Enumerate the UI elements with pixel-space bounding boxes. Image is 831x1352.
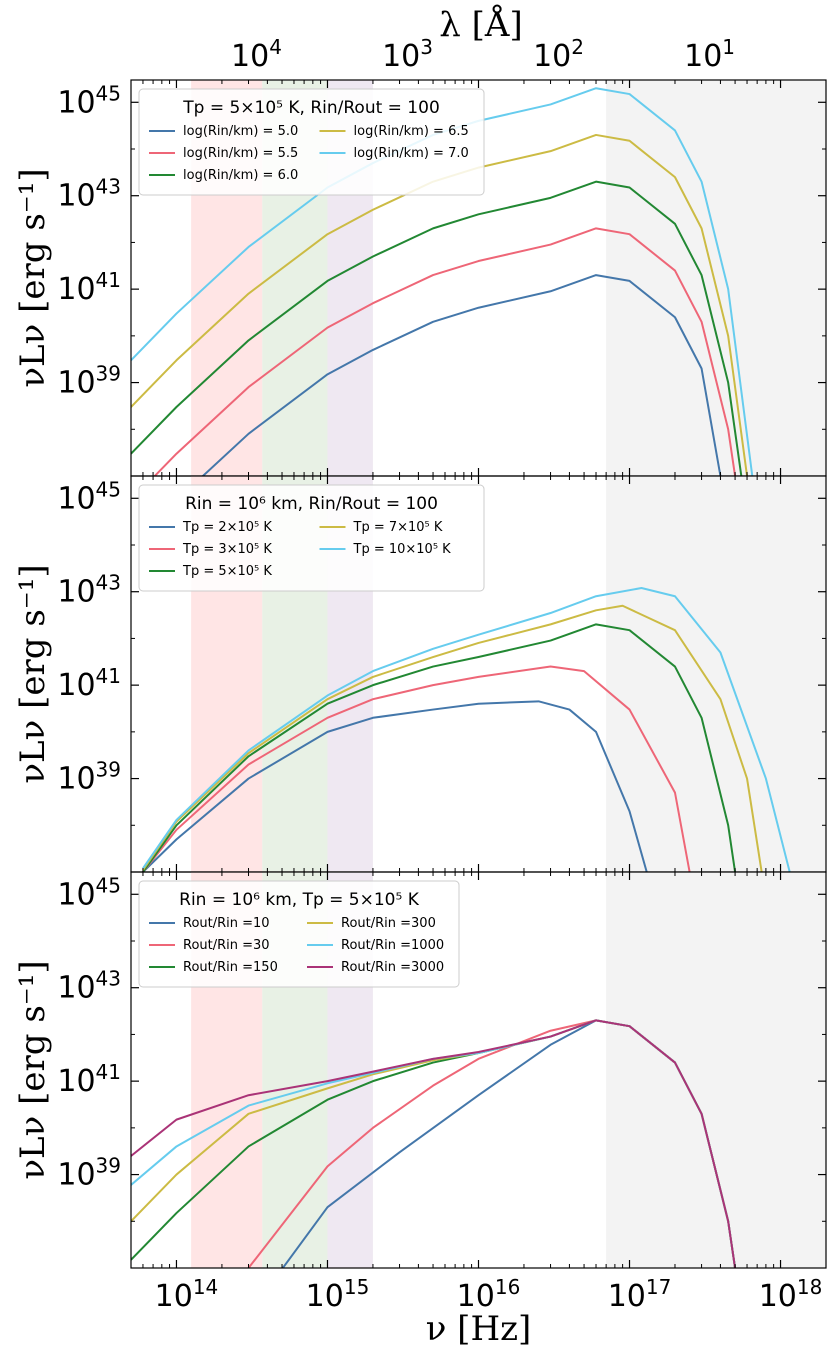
series-line-1 <box>201 274 722 476</box>
series-group <box>142 587 791 872</box>
legend: Rin = 10⁶ km, Tp = 5×10⁵ K Rout/Rin =10 Ro… <box>138 880 460 988</box>
band-X-ray <box>606 872 826 1268</box>
legend-title: Rin = 10⁶ km, Rin/Rout = 100 <box>185 494 438 514</box>
series-line-3 <box>142 623 737 872</box>
legend-entry: log(Rin/km) = 7.0 <box>354 146 469 161</box>
band-X-ray <box>606 476 826 872</box>
series-group <box>131 87 754 476</box>
series-line-1 <box>142 700 648 872</box>
y-axis-label: νLν [erg s⁻¹] <box>13 564 53 783</box>
legend-frame <box>138 88 485 196</box>
legend-frame <box>138 880 460 988</box>
band-X-ray <box>606 80 826 476</box>
legend-frame <box>138 484 485 592</box>
legend-entry: Rout/Rin =30 <box>183 938 270 953</box>
legend-entry: log(Rin/km) = 6.5 <box>354 124 469 139</box>
series-line-4 <box>131 133 749 476</box>
legend-entry: Rout/Rin =300 <box>341 916 436 931</box>
series-line-3 <box>131 180 743 476</box>
legend-title: Tp = 5×10⁵ K, Rin/Rout = 100 <box>182 98 440 118</box>
y-tick-label: 1039 <box>57 362 121 401</box>
series-line-4 <box>142 604 763 872</box>
x-tick-label: 1015 <box>306 1275 370 1314</box>
y-tick-label: 1041 <box>57 268 121 307</box>
y-tick-label: 1045 <box>57 873 121 912</box>
top-axis-label: λ [Å] <box>439 4 522 45</box>
y-tick-label: 1045 <box>57 81 121 120</box>
x-axis-label: ν [Hz] <box>426 1309 532 1349</box>
y-tick-label: 1041 <box>57 1060 121 1099</box>
legend-entry: Tp = 10×10⁵ K <box>353 542 452 557</box>
top-tick-label: 102 <box>533 35 584 74</box>
legend-entry: Tp = 5×10⁵ K <box>182 564 272 579</box>
legend-entry: Tp = 2×10⁵ K <box>182 520 272 535</box>
legend: Rin = 10⁶ km, Rin/Rout = 100 Tp = 2×10⁵ K… <box>138 484 485 592</box>
x-tick-label: 1017 <box>608 1275 672 1314</box>
series-line-5 <box>131 87 754 476</box>
legend-entry: log(Rin/km) = 5.0 <box>183 124 298 139</box>
panel-1: 1039 1041 1043 1045 νLν [erg s⁻¹] Tp = 5×10⁵ … <box>13 79 827 477</box>
x-tick-label: 1016 <box>457 1275 521 1314</box>
series-line-6 <box>131 1019 737 1268</box>
panel-3: 1039 1041 1043 1045 νLν [erg s⁻¹] Rin = 10⁶ k… <box>13 871 827 1269</box>
y-tick-label: 1045 <box>57 477 121 516</box>
series-line-5 <box>142 587 791 872</box>
legend-entry: Rout/Rin =150 <box>183 960 278 975</box>
top-tick-label: 103 <box>382 35 433 74</box>
y-tick-label: 1043 <box>57 967 121 1006</box>
legend: Tp = 5×10⁵ K, Rin/Rout = 100 log(Rin/km) … <box>138 88 485 196</box>
legend-entry: Rout/Rin =1000 <box>341 938 444 953</box>
legend-entry: Rout/Rin =3000 <box>341 960 444 975</box>
legend-entry: log(Rin/km) = 5.5 <box>183 146 298 161</box>
x-tick-label: 1014 <box>155 1275 219 1314</box>
y-tick-label: 1039 <box>57 1154 121 1193</box>
y-tick-label: 1043 <box>57 571 121 610</box>
y-axis-label: νLν [erg s⁻¹] <box>13 960 53 1179</box>
series-line-2 <box>142 665 691 872</box>
legend-entry: Tp = 3×10⁵ K <box>182 542 272 557</box>
y-tick-label: 1041 <box>57 664 121 703</box>
x-tick-label: 1018 <box>759 1275 823 1314</box>
panel-2: 1039 1041 1043 1045 νLν [erg s⁻¹] Rin = 10⁶ k… <box>13 475 827 873</box>
series-line-2 <box>153 227 737 476</box>
legend-entry: log(Rin/km) = 6.0 <box>183 168 298 183</box>
legend-entry: Rout/Rin =10 <box>183 916 270 931</box>
legend-entry: Tp = 7×10⁵ K <box>353 520 443 535</box>
y-axis-label: νLν [erg s⁻¹] <box>13 168 53 387</box>
top-tick-label: 104 <box>231 35 282 74</box>
legend-title: Rin = 10⁶ km, Tp = 5×10⁵ K <box>179 890 420 910</box>
y-tick-label: 1043 <box>57 175 121 214</box>
top-tick-label: 101 <box>684 35 735 74</box>
y-tick-label: 1039 <box>57 758 121 797</box>
series-group <box>131 1019 737 1268</box>
